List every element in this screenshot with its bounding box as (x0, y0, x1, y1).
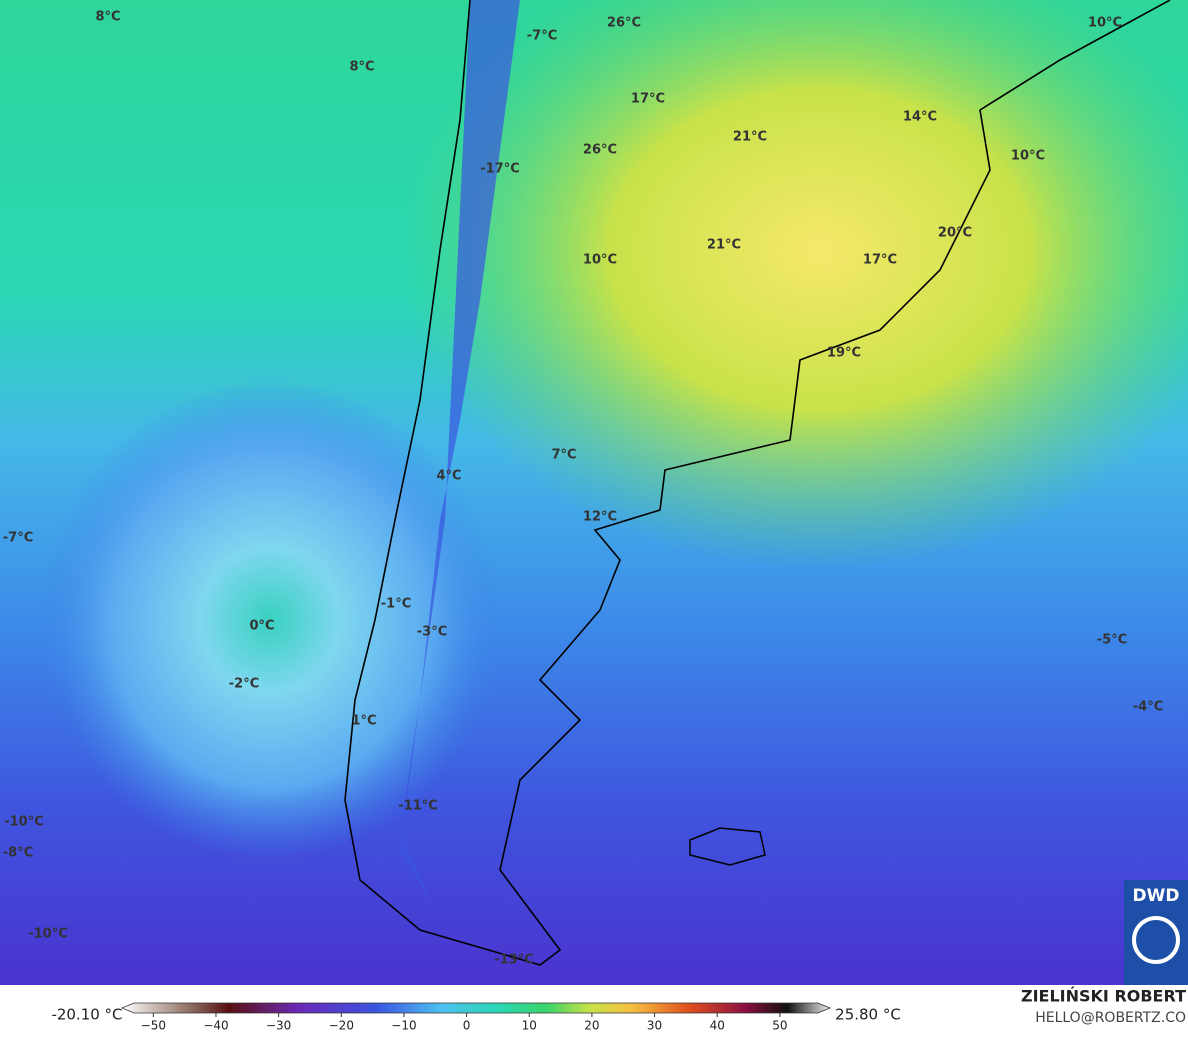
temp-label: 7°C (551, 448, 576, 463)
temp-label: -13°C (494, 953, 534, 968)
andes (400, 0, 520, 900)
logo-swirl (1132, 916, 1180, 964)
temp-label: 10°C (1011, 149, 1045, 164)
temp-label: -8°C (3, 846, 33, 861)
colorbar-tick-label: 30 (647, 1019, 662, 1033)
temp-label: -5°C (1097, 633, 1127, 648)
colorbar-tick-label: 0 (463, 1019, 471, 1033)
cold-swirl (40, 380, 500, 860)
temp-label: 4°C (436, 469, 461, 484)
temp-label: 8°C (349, 60, 374, 75)
temp-label: 8°C (95, 10, 120, 25)
falklands (689, 827, 766, 866)
temp-label: -11°C (398, 799, 438, 814)
colorbar-tick-label: −50 (141, 1019, 166, 1033)
colorbar-tick-label: 50 (772, 1019, 787, 1033)
colorbar-max: 25.80 °C (835, 1006, 901, 1024)
temp-label: -7°C (3, 531, 33, 546)
colorbar-tick-label: −10 (391, 1019, 416, 1033)
temp-label: -10°C (4, 815, 44, 830)
colorbar-tick-label: 40 (710, 1019, 725, 1033)
colorbar-tick-label: −40 (203, 1019, 228, 1033)
temp-label: 1°C (351, 714, 376, 729)
colorbar (120, 1002, 832, 1014)
temp-label: 17°C (631, 92, 665, 107)
temp-label: -17°C (480, 162, 520, 177)
temp-label: 21°C (733, 130, 767, 145)
temp-label: -2°C (229, 677, 259, 692)
temp-label: 10°C (1088, 16, 1122, 31)
temp-label: -10°C (28, 927, 68, 942)
colorbar-tick-label: 20 (584, 1019, 599, 1033)
contact: HELLO@ROBERTZ.CO (1035, 1010, 1186, 1026)
temp-label: -1°C (381, 597, 411, 612)
temp-label: -3°C (417, 625, 447, 640)
colorbar-tick-label: 10 (522, 1019, 537, 1033)
temp-label: 26°C (607, 16, 641, 31)
temp-label: 26°C (583, 143, 617, 158)
temp-label: 17°C (863, 253, 897, 268)
temp-label: 19°C (827, 346, 861, 361)
temp-label: 12°C (583, 510, 617, 525)
temp-label: -4°C (1133, 700, 1163, 715)
author: ZIELIŃSKI ROBERT (1021, 987, 1186, 1006)
logo-text: DWD (1133, 886, 1180, 906)
labels: 8°C 8°C -7°C 26°C 10°C 17°C 14°C 21°C 26°C 10°C -1… (3, 10, 1163, 968)
temp-label: -7°C (527, 29, 557, 44)
warm-region (400, 0, 1188, 570)
temp-label: 21°C (707, 238, 741, 253)
coastline (344, 0, 1171, 966)
temp-label: 10°C (583, 253, 617, 268)
temp-label: 20°C (938, 226, 972, 241)
colorbar-tick-label: −20 (329, 1019, 354, 1033)
temp-label: 14°C (903, 110, 937, 125)
colorbar-tick-label: −30 (266, 1019, 291, 1033)
temp-label: 0°C (249, 619, 274, 634)
colorbar-min: -20.10 °C (51, 1006, 122, 1024)
